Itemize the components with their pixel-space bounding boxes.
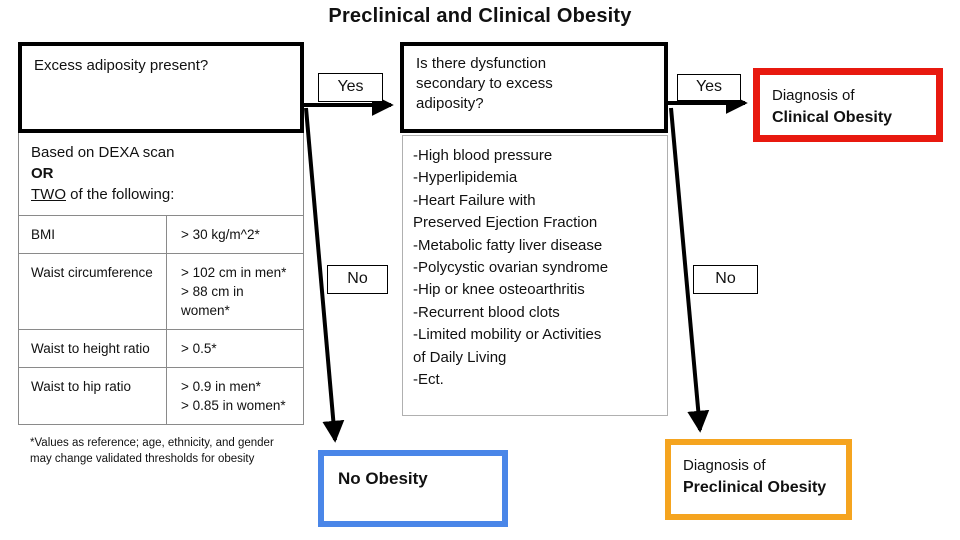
criteria-row-bmi: BMI > 30 kg/m^2* — [19, 216, 303, 254]
criteria-value: > 0.9 in men* > 0.85 in women* — [181, 379, 286, 413]
outcome-no-obesity: No Obesity — [318, 450, 508, 527]
label-yes-to-clinical: Yes — [677, 74, 741, 101]
criteria-row-waist-hip: Waist to hip ratio > 0.9 in men* > 0.85 … — [19, 368, 303, 424]
criteria-panel: Based on DEXA scan OR TWO of the followi… — [18, 133, 304, 425]
label-no-to-preclinical: No — [693, 265, 758, 294]
criteria-label: Waist circumference — [19, 254, 167, 329]
criteria-label: Waist to hip ratio — [19, 368, 167, 424]
label-no-to-no-obesity: No — [327, 265, 388, 294]
question-box-excess-adiposity: Excess adiposity present? — [18, 42, 304, 133]
preclinical-line2: Preclinical Obesity — [683, 479, 827, 496]
criteria-intro-or: OR — [31, 165, 54, 182]
no-obesity-line1: No Obesity — [338, 469, 428, 488]
criteria-footnote: *Values as reference; age, ethnicity, an… — [30, 437, 274, 465]
criteria-label: Waist to height ratio — [19, 330, 167, 367]
criteria-intro-line1: Based on DEXA scan — [31, 144, 175, 161]
criteria-row-waist-height: Waist to height ratio > 0.5* — [19, 330, 303, 368]
criteria-value: > 30 kg/m^2* — [181, 227, 260, 242]
criteria-two-underlined: TWO — [31, 186, 66, 203]
clinical-line2: Clinical Obesity — [772, 109, 893, 126]
criteria-value: > 0.5* — [181, 341, 217, 356]
question-box-dysfunction: Is there dysfunction secondary to excess… — [400, 42, 668, 133]
preclinical-line1: Diagnosis of — [683, 457, 766, 474]
dysfunction-list: -High blood pressure -Hyperlipidemia -He… — [402, 135, 668, 416]
criteria-row-waist-circumference: Waist circumference > 102 cm in men* > 8… — [19, 254, 303, 330]
criteria-label: BMI — [19, 216, 167, 253]
criteria-value: > 102 cm in men* > 88 cm in women* — [181, 265, 287, 318]
criteria-intro-line3: TWO of the following: — [31, 184, 291, 205]
outcome-clinical-obesity: Diagnosis of Clinical Obesity — [753, 68, 943, 142]
criteria-two-rest: of the following: — [66, 186, 175, 203]
label-yes-to-dysfunction: Yes — [318, 73, 383, 102]
page-title: Preclinical and Clinical Obesity — [328, 5, 632, 27]
question-excess-adiposity-text: Excess adiposity present? — [34, 57, 209, 74]
criteria-intro: Based on DEXA scan OR TWO of the followi… — [19, 133, 303, 216]
clinical-line1: Diagnosis of — [772, 87, 855, 104]
outcome-preclinical-obesity: Diagnosis of Preclinical Obesity — [665, 439, 852, 520]
